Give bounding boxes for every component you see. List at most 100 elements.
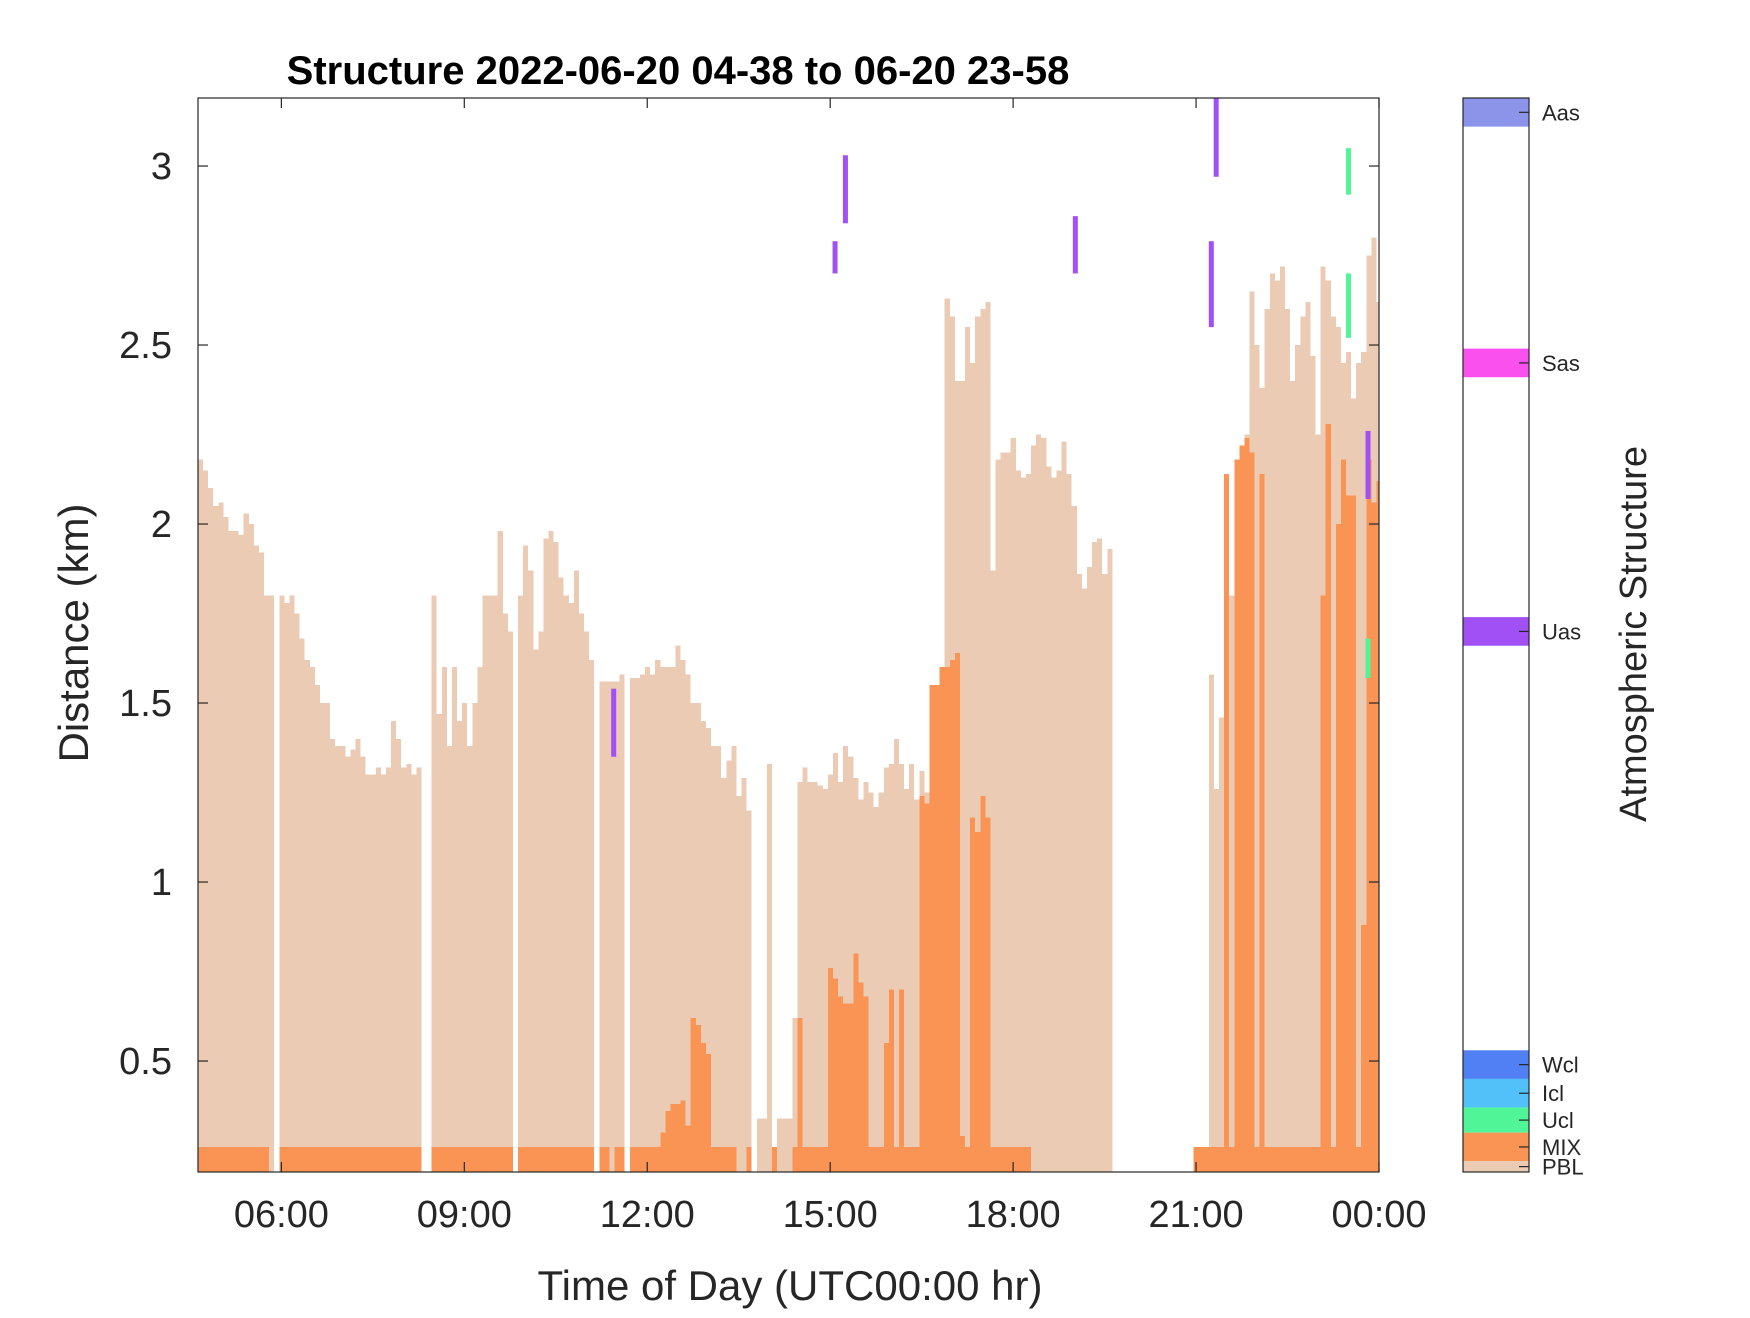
pbl-bar bbox=[883, 767, 889, 1172]
pbl-bar bbox=[1295, 345, 1301, 1172]
mix-bar bbox=[391, 1146, 397, 1172]
pbl-bar bbox=[721, 778, 727, 1172]
mix-bar bbox=[502, 1146, 508, 1172]
mix-bar bbox=[1300, 1146, 1306, 1172]
mix-bar bbox=[299, 1146, 305, 1172]
y-axis-title: Distance (km) bbox=[50, 503, 97, 762]
pbl-bar bbox=[314, 685, 320, 1172]
mix-bar bbox=[467, 1146, 473, 1172]
ucl-overlay-mark bbox=[1346, 148, 1352, 195]
pbl-bar bbox=[1020, 477, 1026, 1173]
mix-bar bbox=[817, 1146, 823, 1172]
pbl-bar bbox=[578, 613, 585, 1172]
colorbar-frame bbox=[1462, 97, 1530, 1173]
pbl-bar bbox=[568, 602, 574, 1172]
pbl-bar bbox=[396, 738, 402, 1172]
pbl-bar bbox=[436, 713, 442, 1172]
mix-bar bbox=[853, 953, 859, 1172]
pbl-bar bbox=[1081, 588, 1087, 1172]
mix-bar bbox=[883, 1043, 889, 1172]
pbl-bar bbox=[253, 545, 259, 1172]
pbl-bar bbox=[848, 756, 854, 1172]
pbl-bar bbox=[1036, 434, 1042, 1172]
y-tick-label: 2.5 bbox=[119, 325, 172, 367]
pbl-bar bbox=[1269, 273, 1275, 1172]
mix-bar bbox=[843, 1003, 849, 1172]
mix-bar bbox=[700, 1043, 706, 1172]
mix-bar bbox=[868, 1146, 874, 1172]
mix-bar bbox=[914, 1146, 920, 1172]
colorbar-swatch-icl bbox=[1463, 1078, 1529, 1108]
pbl-bar bbox=[355, 738, 361, 1172]
mix-bar bbox=[685, 1125, 691, 1172]
mix-bar bbox=[711, 1146, 717, 1172]
pbl-bar bbox=[1279, 266, 1286, 1172]
pbl-bar bbox=[1102, 574, 1108, 1172]
mix-bar bbox=[482, 1146, 488, 1172]
mix-bar bbox=[324, 1146, 331, 1172]
mix-bar bbox=[1366, 459, 1372, 1173]
mix-bar bbox=[863, 996, 869, 1172]
pbl-bar bbox=[741, 778, 747, 1172]
mix-bar bbox=[411, 1146, 417, 1172]
mix-bar bbox=[294, 1146, 300, 1172]
pbl-bar bbox=[431, 595, 437, 1172]
mix-bar bbox=[1264, 1146, 1270, 1172]
pbl-bar bbox=[223, 516, 229, 1172]
mix-bar bbox=[497, 1146, 503, 1172]
mix-bar bbox=[375, 1146, 381, 1172]
mix-bar bbox=[253, 1146, 259, 1172]
mix-bar bbox=[919, 796, 925, 1172]
mix-bar bbox=[319, 1146, 325, 1172]
colorbar-title: Atmospheric Structure bbox=[1613, 446, 1655, 822]
colorbar-swatch-mix bbox=[1463, 1132, 1529, 1162]
mix-bar bbox=[548, 1146, 554, 1172]
mix-bar bbox=[822, 1146, 828, 1172]
mix-bar bbox=[1371, 502, 1377, 1172]
colorbar-label-uas: Uas bbox=[1542, 619, 1581, 644]
pbl-bar bbox=[1005, 452, 1011, 1172]
pbl-bar bbox=[766, 763, 772, 1172]
pbl-bar bbox=[975, 316, 981, 1172]
mix-bar bbox=[563, 1146, 569, 1172]
pbl-bar bbox=[487, 595, 493, 1172]
pbl-bar bbox=[558, 577, 564, 1172]
pbl-bar bbox=[990, 570, 996, 1172]
pbl-bar bbox=[548, 531, 554, 1172]
mix-bar bbox=[472, 1146, 478, 1172]
pbl-bar bbox=[995, 459, 1001, 1173]
y-axis: 0.5 1 1.5 2 2.5 3 bbox=[119, 146, 1379, 1083]
pbl-bar bbox=[1086, 566, 1093, 1172]
pbl-bar bbox=[838, 781, 844, 1172]
pbl-bar bbox=[843, 745, 849, 1172]
pbl-bar bbox=[477, 667, 483, 1172]
pbl-bar bbox=[787, 1118, 793, 1172]
pbl-bar bbox=[1310, 355, 1316, 1172]
mix-bar bbox=[1229, 1146, 1235, 1172]
pbl-bar bbox=[228, 531, 234, 1172]
mix-bar bbox=[665, 1111, 671, 1172]
mix-bar bbox=[1254, 1146, 1260, 1172]
mix-bar bbox=[639, 1146, 646, 1172]
mix-bar bbox=[1315, 1146, 1321, 1172]
x-tick-label: 09:00 bbox=[417, 1194, 512, 1236]
pbl-bar bbox=[782, 1118, 788, 1172]
colorbar-swatch-wcl bbox=[1463, 1050, 1529, 1079]
mix-bar bbox=[1193, 1146, 1199, 1172]
mix-bar bbox=[832, 978, 839, 1172]
mix-bar bbox=[279, 1146, 285, 1172]
pbl-bar bbox=[248, 524, 254, 1172]
mix-bar bbox=[304, 1146, 310, 1172]
pbl-bar bbox=[670, 667, 676, 1172]
pbl-bar bbox=[589, 660, 595, 1172]
pbl-bar bbox=[1315, 434, 1321, 1172]
mix-bar bbox=[385, 1146, 392, 1172]
uas-overlay-mark bbox=[1072, 216, 1078, 274]
pbl-bar bbox=[573, 570, 579, 1172]
colorbar-swatch-ucl bbox=[1463, 1107, 1529, 1133]
mix-bar bbox=[949, 660, 955, 1172]
pbl-bar bbox=[792, 1018, 798, 1172]
mix-bar bbox=[258, 1146, 265, 1172]
pbl-bar bbox=[807, 781, 813, 1172]
pbl-bar bbox=[1330, 316, 1336, 1172]
